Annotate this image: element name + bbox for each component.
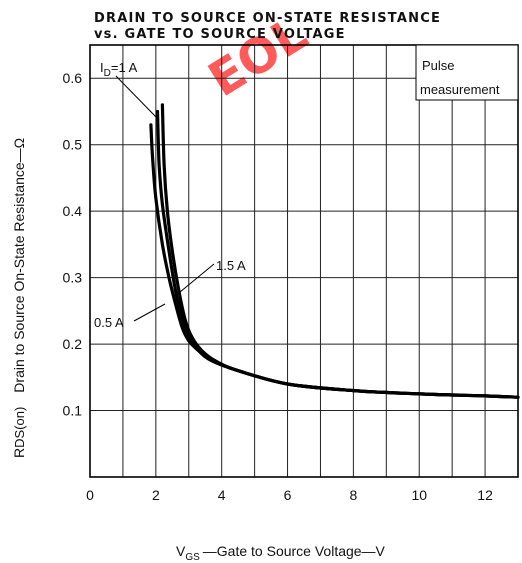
series-layer [149, 103, 520, 399]
y-axis-label-prefix: R [11, 448, 27, 458]
x-tick-label: 0 [86, 487, 94, 503]
annotation-0-5a: 0.5 A [94, 315, 124, 330]
y-tick-label: 0.4 [63, 203, 83, 219]
x-tick-label: 4 [218, 487, 226, 503]
x-tick-label: 6 [284, 487, 292, 503]
x-axis-label: VGS —Gate to Source Voltage—V [176, 543, 386, 563]
legend-box [415, 44, 519, 101]
grid-layer [90, 45, 518, 477]
series-line-1-5-a [160, 103, 520, 399]
x-axis-label-text: —Gate to Source Voltage—V [203, 543, 386, 559]
legend-line1: Pulse [422, 58, 455, 73]
x-tick-label: 8 [349, 487, 357, 503]
annotation-id-sub: D [104, 68, 111, 79]
annotation-id-sym: I [100, 60, 104, 75]
x-tick-label: 12 [477, 487, 493, 503]
y-tick-labels: 0.1 0.2 0.3 0.4 0.5 0.6 [63, 70, 83, 418]
x-tick-labels: 0 2 4 6 8 10 12 [86, 487, 493, 503]
y-tick-label: 0.3 [63, 270, 83, 286]
annotation-id-text: =1 A [111, 60, 138, 75]
y-tick-label: 0.2 [63, 336, 83, 352]
x-tick-label: 2 [152, 487, 160, 503]
leader-1-5a [173, 263, 215, 298]
y-tick-label: 0.1 [63, 403, 83, 419]
chart-title-line1: DRAIN TO SOURCE ON-STATE RESISTANCE [94, 11, 441, 26]
legend-line2: measurement [420, 82, 500, 97]
x-axis-label-sym: V [176, 543, 186, 559]
leader-0-5a [133, 303, 166, 322]
annotation-id-1a: ID=1 A [100, 60, 138, 79]
leader-1a [115, 75, 158, 119]
y-axis-label-sub: DS(on) [12, 407, 27, 448]
plot-frame [89, 44, 519, 478]
x-axis-label-sub: GS [185, 552, 200, 563]
series-line-1-a [155, 109, 520, 399]
y-tick-label: 0.6 [63, 70, 83, 86]
annotation-1-5a: 1.5 A [216, 258, 246, 273]
y-tick-label: 0.5 [63, 137, 83, 153]
y-axis-label-text: Drain to Source On-State Resistance—Ω [11, 138, 27, 393]
x-tick-label: 10 [411, 487, 427, 503]
chart-title-line2: vs. GATE TO SOURCE VOLTAGE [94, 27, 346, 42]
y-axis-label: RDS(on) Drain to Source On-State Resistan… [11, 138, 27, 458]
